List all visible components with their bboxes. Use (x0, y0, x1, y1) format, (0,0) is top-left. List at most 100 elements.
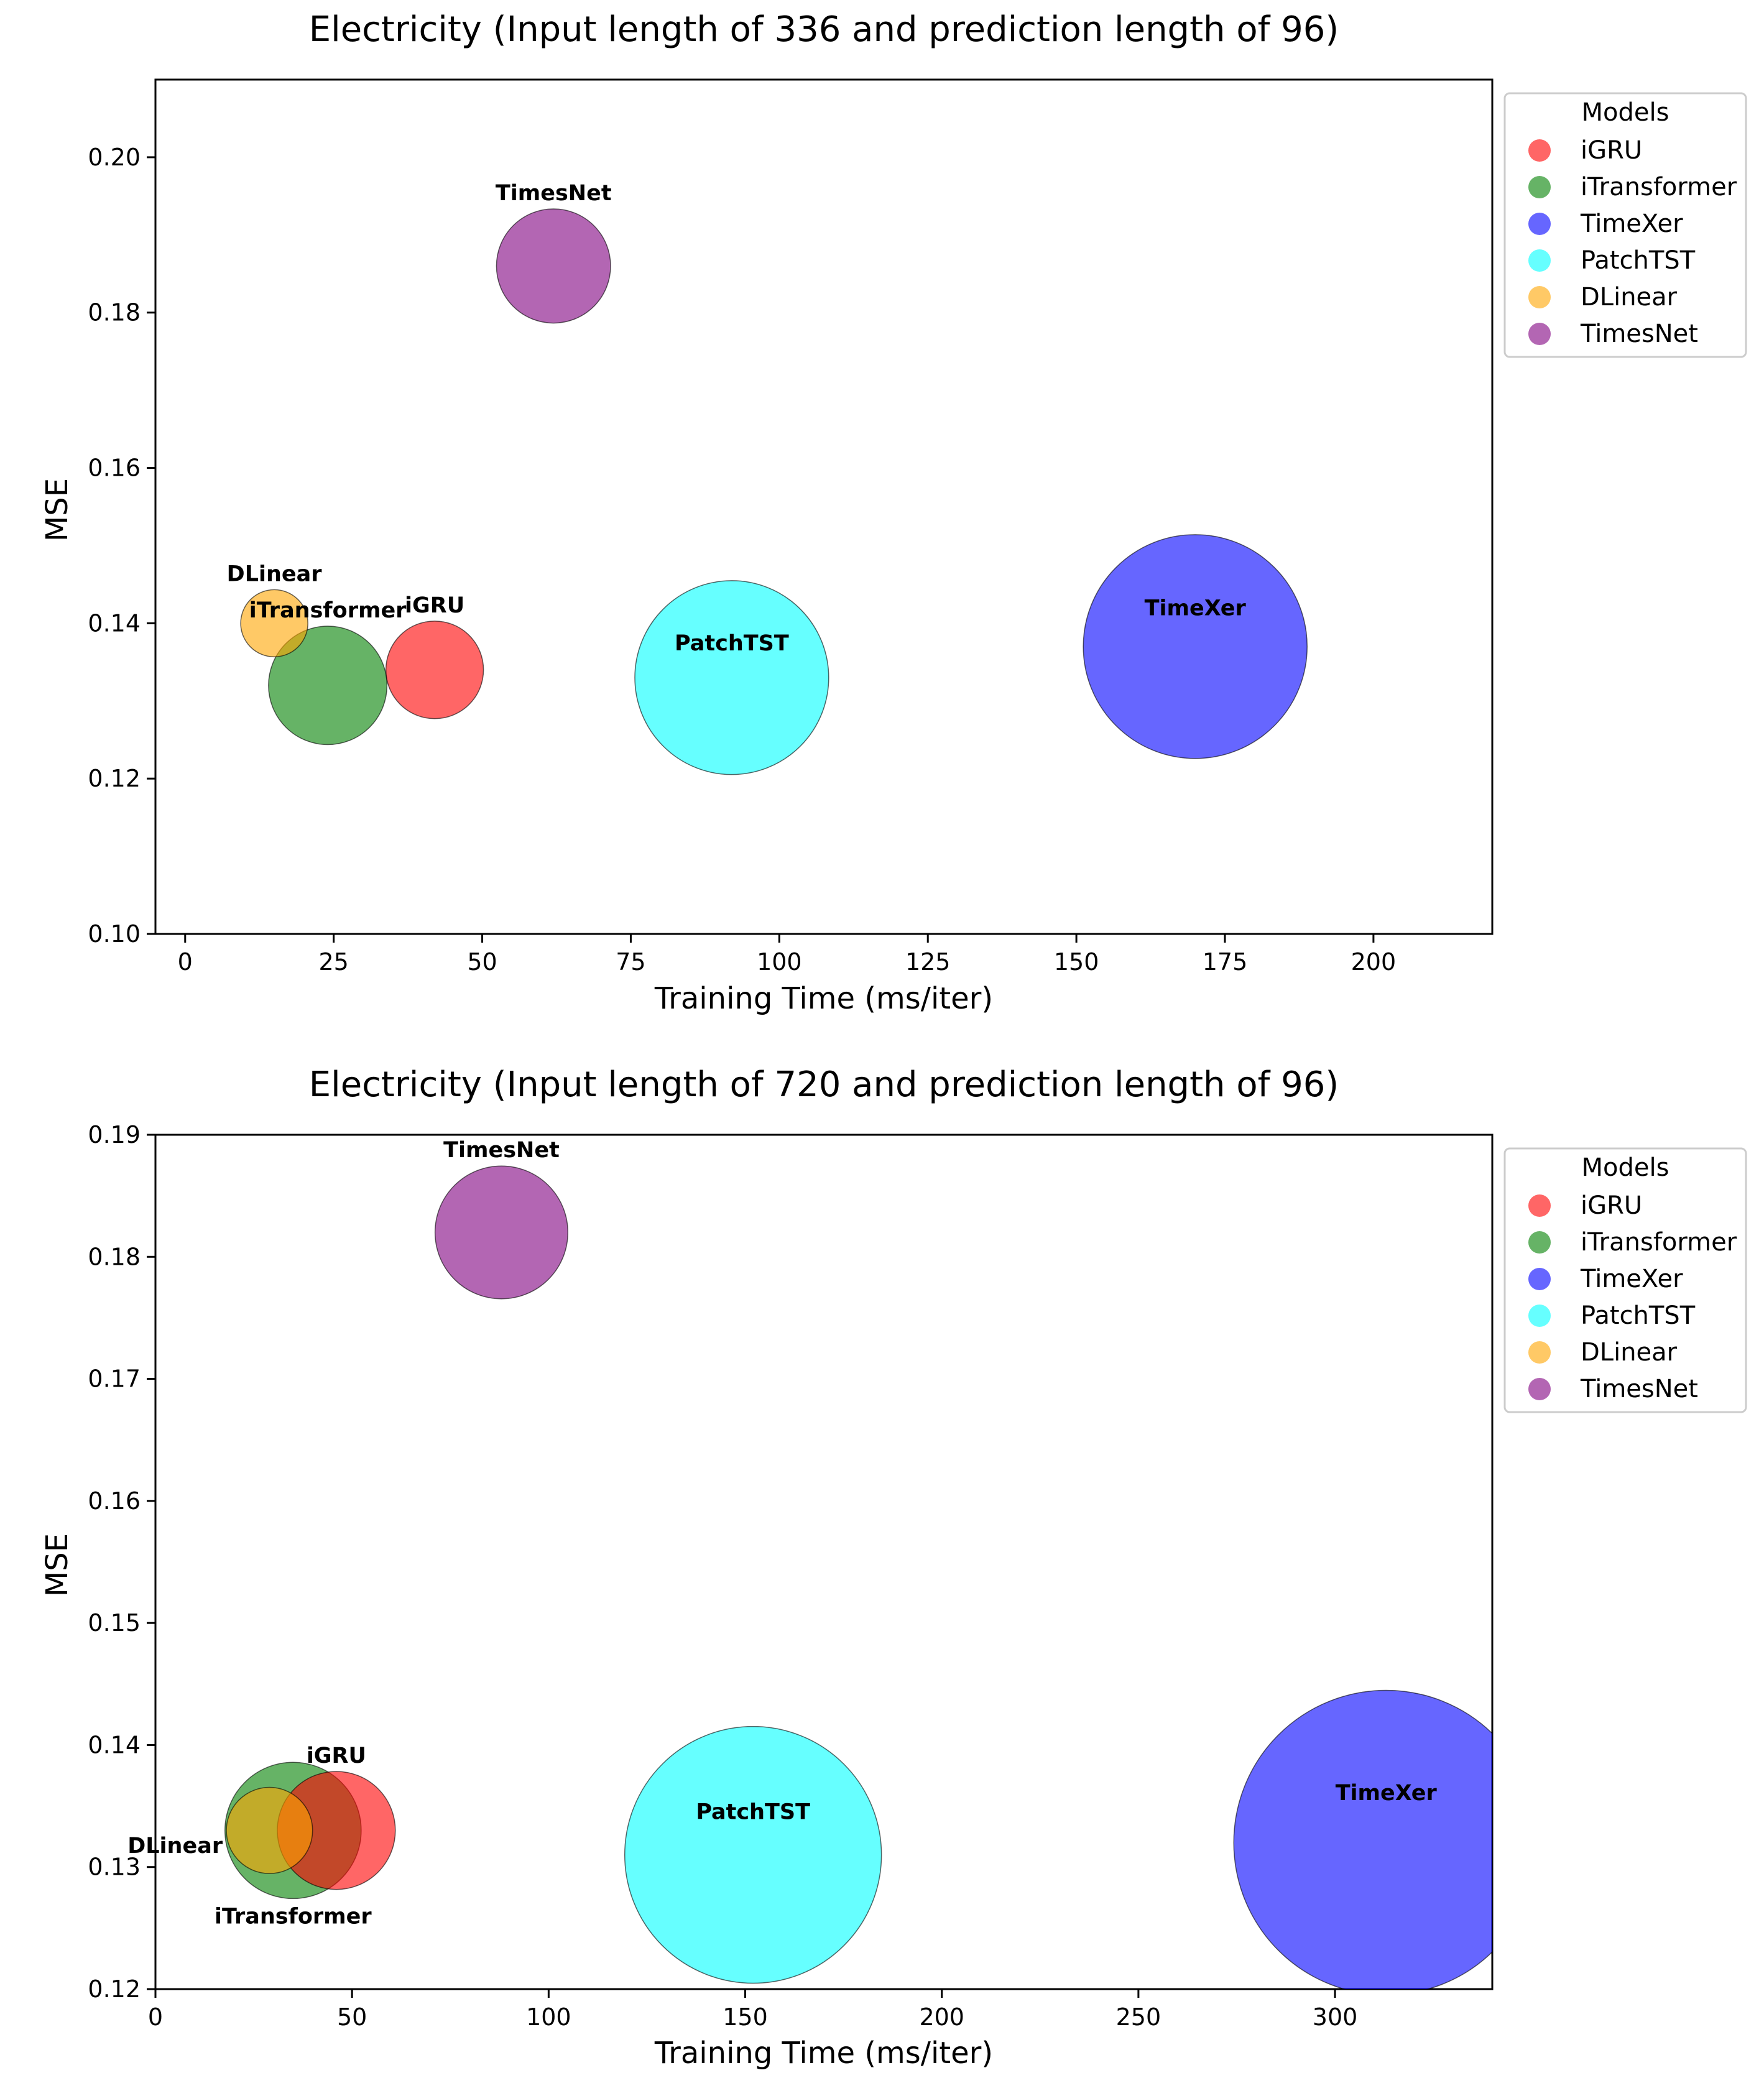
x-tick-label: 200 (1351, 948, 1397, 976)
y-tick-label: 0.16 (88, 1487, 141, 1515)
bubble-dlinear (226, 1786, 313, 1874)
bubble-igru (385, 621, 484, 719)
legend-label-itransformer: iTransformer (1581, 1228, 1737, 1257)
point-labels: TimeXer PatchTST iTransformer TimesNet iGRU D… (127, 1138, 1437, 1929)
legend-label-itransformer: iTransformer (1581, 173, 1737, 201)
legend-marker-timexer (1528, 1268, 1551, 1290)
chart-title: Electricity (Input length of 336 and pre… (309, 9, 1339, 50)
legend-label-patchtst: PatchTST (1581, 1301, 1696, 1330)
bubble-timexer (1083, 534, 1308, 759)
x-tick-label: 100 (757, 948, 802, 976)
bubble-layer (240, 208, 1308, 775)
bubble-itransformer (268, 626, 388, 746)
y-tick-label: 0.20 (88, 144, 141, 171)
x-tick-label: 100 (526, 2003, 571, 2031)
chart-336: Electricity (Input length of 336 and pre… (40, 9, 1747, 1016)
x-tick-label: 125 (905, 948, 951, 976)
legend-frame (1503, 1147, 1747, 1413)
bubble-timexer (1233, 1689, 1492, 1989)
y-axis-ticks: 0.10 0.12 0.14 0.16 0.18 0.20 (88, 144, 155, 948)
bubble-timesnet (434, 1165, 569, 1300)
legend-marker-dlinear (1528, 1341, 1551, 1364)
y-tick-label: 0.18 (88, 299, 141, 326)
point-label-timesnet: TimesNet (496, 181, 612, 206)
y-tick-label: 0.14 (88, 609, 141, 637)
y-tick-label: 0.10 (88, 920, 141, 948)
y-axis-ticks: 0.12 0.13 0.14 0.15 0.16 0.17 0.18 0.19 (88, 1121, 155, 2003)
y-tick-label: 0.19 (88, 1121, 141, 1148)
y-tick-label: 0.13 (88, 1854, 141, 1881)
legend-marker-igru (1528, 139, 1551, 162)
y-tick-label: 0.16 (88, 455, 141, 482)
legend-marker-timexer (1528, 213, 1551, 235)
x-tick-label: 0 (148, 2003, 163, 2031)
x-tick-label: 0 (178, 948, 193, 976)
legend-title: Models (1582, 98, 1669, 127)
legend-frame (1503, 92, 1747, 358)
plot-area: 0 25 50 75 100 125 150 175 200 0.100.120.140.160… (88, 78, 1494, 976)
point-label-itransformer: iTransformer (215, 1904, 372, 1929)
bubble-layer (224, 1165, 1492, 1989)
legend-marker-itransformer (1528, 176, 1551, 198)
x-tick-label: 50 (467, 948, 497, 976)
x-tick-label: 150 (723, 2003, 768, 2031)
legend-label-dlinear: DLinear (1581, 283, 1678, 312)
legend-marker-patchtst (1528, 249, 1551, 272)
legend-marker-itransformer (1528, 1231, 1551, 1254)
legend-marker-timesnet (1528, 1378, 1551, 1400)
x-tick-label: 25 (318, 948, 348, 976)
y-tick-label: 0.17 (88, 1365, 141, 1393)
legend-marker-igru (1528, 1194, 1551, 1217)
legend-marker-timesnet (1528, 323, 1551, 345)
point-labels: TimeXer PatchTST iTransformer TimesNet iGRU D… (227, 181, 1247, 656)
point-label-itransformer: iTransformer (249, 598, 407, 623)
x-tick-label: 250 (1116, 2003, 1161, 2031)
bubble-timesnet (496, 208, 611, 324)
x-tick-label: 200 (919, 2003, 964, 2031)
bubble-patchtst (634, 580, 829, 775)
point-label-timexer: TimeXer (1145, 596, 1247, 621)
legend-label-dlinear: DLinear (1581, 1338, 1678, 1367)
x-tick-label: 50 (337, 2003, 367, 2031)
plot-frame (154, 78, 1494, 935)
legend: Models iGRU iTransformer TimeXer PatchTST DL… (1503, 1147, 1747, 1413)
chart-title: Electricity (Input length of 720 and pre… (309, 1065, 1339, 1105)
x-tick-label: 75 (616, 948, 645, 976)
legend-label-timexer: TimeXer (1580, 1265, 1683, 1293)
legend-marker-patchtst (1528, 1305, 1551, 1327)
y-tick-label: 0.12 (88, 765, 141, 792)
point-label-timesnet: TimesNet (443, 1138, 560, 1163)
point-label-igru: iGRU (405, 593, 464, 618)
legend-label-timesnet: TimesNet (1580, 320, 1698, 348)
y-tick-label: 0.18 (88, 1243, 141, 1270)
bubble-patchtst (624, 1725, 882, 1984)
x-axis-label: Training Time (ms/iter) (654, 2036, 993, 2071)
bubble-dlinear (240, 589, 308, 658)
point-label-dlinear: DLinear (227, 561, 323, 586)
y-tick-label: 0.15 (88, 1609, 141, 1637)
x-axis-label: Training Time (ms/iter) (654, 981, 993, 1016)
point-label-igru: iGRU (307, 1744, 366, 1768)
plot-area: 0 50 100 150 200 250 300 0.120.130.140.150.160… (88, 1121, 1494, 2031)
legend-label-timexer: TimeXer (1580, 210, 1683, 238)
legend-marker-dlinear (1528, 286, 1551, 308)
point-label-timexer: TimeXer (1336, 1781, 1438, 1806)
legend: Models iGRU iTransformer TimeXer PatchTST DL… (1503, 92, 1747, 358)
legend-title: Models (1582, 1153, 1669, 1182)
y-tick-label: 0.12 (88, 1975, 141, 2003)
y-axis-label: MSE (40, 1533, 75, 1597)
legend-label-igru: iGRU (1581, 136, 1642, 165)
x-axis-ticks: 0 50 100 150 200 250 300 (148, 1989, 1357, 2031)
x-tick-label: 300 (1313, 2003, 1358, 2031)
x-axis-ticks: 0 25 50 75 100 125 150 175 200 (178, 934, 1396, 976)
y-axis-label: MSE (40, 478, 75, 542)
y-tick-label: 0.14 (88, 1731, 141, 1758)
legend-label-igru: iGRU (1581, 1191, 1642, 1220)
point-label-dlinear: DLinear (127, 1834, 223, 1859)
point-label-patchtst: PatchTST (675, 631, 789, 656)
legend-label-patchtst: PatchTST (1581, 246, 1696, 275)
point-label-patchtst: PatchTST (696, 1799, 810, 1824)
legend-label-timesnet: TimesNet (1580, 1375, 1698, 1403)
chart-720: Electricity (Input length of 720 and pre… (40, 1065, 1747, 2071)
